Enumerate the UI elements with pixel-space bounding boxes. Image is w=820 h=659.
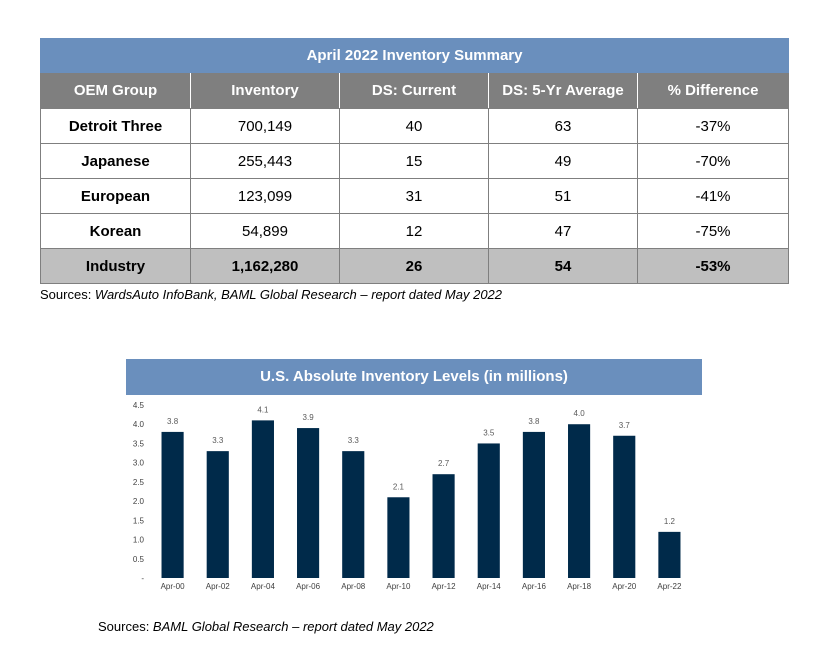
table-row: Detroit Three 700,149 40 63 -37% (40, 108, 790, 144)
table-cell: 1,162,280 (190, 248, 340, 284)
table-cell: 15 (339, 143, 489, 179)
x-tick-label: Apr-04 (251, 582, 276, 591)
inventory-summary-table: April 2022 Inventory Summary OEM Group In… (39, 38, 790, 284)
table-title: April 2022 Inventory Summary (39, 38, 790, 73)
table-cell: -41% (636, 178, 790, 214)
data-label: 3.3 (348, 436, 360, 445)
x-tick-label: Apr-00 (161, 582, 186, 591)
column-header: OEM Group (40, 72, 191, 109)
bar (613, 435, 636, 578)
x-tick-label: Apr-10 (386, 582, 411, 591)
column-header: DS: Current (339, 72, 489, 109)
x-tick-label: Apr-06 (296, 582, 321, 591)
y-tick-label: 2.5 (133, 478, 145, 487)
y-tick-label: - (141, 574, 144, 583)
y-tick-label: 0.5 (133, 555, 145, 564)
x-tick-label: Apr-18 (567, 582, 592, 591)
oem-group-cell: European (40, 178, 191, 214)
table-cell: 123,099 (190, 178, 340, 214)
data-label: 2.1 (393, 482, 405, 491)
table-source-prefix: Sources: (40, 287, 95, 302)
table-cell: 63 (488, 108, 638, 144)
column-header: DS: 5-Yr Average (488, 72, 638, 109)
y-tick-label: 1.5 (133, 516, 145, 525)
data-label: 3.7 (619, 421, 631, 430)
table-cell: 26 (339, 248, 489, 284)
table-source-note: Sources: WardsAuto InfoBank, BAML Global… (40, 287, 502, 302)
table-cell: 700,149 (190, 108, 340, 144)
y-tick-label: 1.0 (133, 536, 145, 545)
bar (568, 424, 591, 578)
y-tick-label: 3.0 (133, 459, 145, 468)
chart-source-note: Sources: BAML Global Research – report d… (98, 619, 434, 634)
table-cell: 49 (488, 143, 638, 179)
inventory-bar-chart: - 0.5 1.0 1.5 2.0 2.5 3.0 3.5 4.0 4.5 3.8 Apr-00 3.3… (133, 401, 682, 591)
table-cell: 54 (488, 248, 638, 284)
table-cell: 255,443 (190, 143, 340, 179)
x-tick-label: Apr-12 (432, 582, 457, 591)
chart-title: U.S. Absolute Inventory Levels (in milli… (126, 359, 702, 395)
bar (387, 497, 410, 578)
table-cell: 31 (339, 178, 489, 214)
column-header: Inventory (190, 72, 340, 109)
oem-group-cell: Industry (40, 248, 191, 284)
table-cell: 47 (488, 213, 638, 249)
bar (522, 431, 545, 578)
bar (251, 420, 274, 578)
table-cell: -53% (636, 248, 790, 284)
table-total-row: Industry 1,162,280 26 54 -53% (40, 248, 790, 284)
table-row: Japanese 255,443 15 49 -70% (40, 143, 790, 179)
table-cell: 54,899 (190, 213, 340, 249)
bar (206, 451, 229, 578)
x-tick-label: Apr-02 (206, 582, 231, 591)
x-tick-label: Apr-14 (477, 582, 502, 591)
chart-source-text: BAML Global Research – report dated May … (152, 619, 434, 634)
table-cell: -75% (636, 213, 790, 249)
table-row: Korean 54,899 12 47 -75% (40, 213, 790, 249)
bar (477, 443, 500, 578)
column-header: % Difference (636, 72, 790, 109)
table-cell: -37% (636, 108, 790, 144)
data-label: 4.1 (257, 405, 269, 414)
table-cell: 51 (488, 178, 638, 214)
data-label: 3.3 (212, 436, 224, 445)
table-cell: 40 (339, 108, 489, 144)
bar (432, 474, 455, 578)
bar (658, 531, 681, 578)
x-tick-label: Apr-16 (522, 582, 547, 591)
bar (161, 431, 184, 578)
bar (297, 428, 320, 578)
data-label: 3.9 (303, 413, 315, 422)
data-label: 3.5 (483, 428, 495, 437)
y-tick-label: 4.5 (133, 401, 145, 410)
x-tick-label: Apr-08 (341, 582, 366, 591)
table-source-text: WardsAuto InfoBank, BAML Global Research… (94, 287, 503, 302)
y-tick-label: 4.0 (133, 420, 145, 429)
table-row: European 123,099 31 51 -41% (40, 178, 790, 214)
data-label: 1.2 (664, 517, 676, 526)
oem-group-cell: Korean (40, 213, 191, 249)
table-cell: 12 (339, 213, 489, 249)
oem-group-cell: Detroit Three (40, 108, 191, 144)
data-label: 3.8 (528, 417, 540, 426)
data-label: 2.7 (438, 459, 450, 468)
x-tick-label: Apr-20 (612, 582, 637, 591)
x-tick-label: Apr-22 (657, 582, 682, 591)
data-label: 4.0 (574, 409, 586, 418)
y-tick-label: 3.5 (133, 439, 145, 448)
oem-group-cell: Japanese (40, 143, 191, 179)
bar (342, 451, 365, 578)
data-label: 3.8 (167, 417, 179, 426)
table-cell: -70% (636, 143, 790, 179)
chart-source-prefix: Sources: (98, 619, 153, 634)
y-tick-label: 2.0 (133, 497, 145, 506)
